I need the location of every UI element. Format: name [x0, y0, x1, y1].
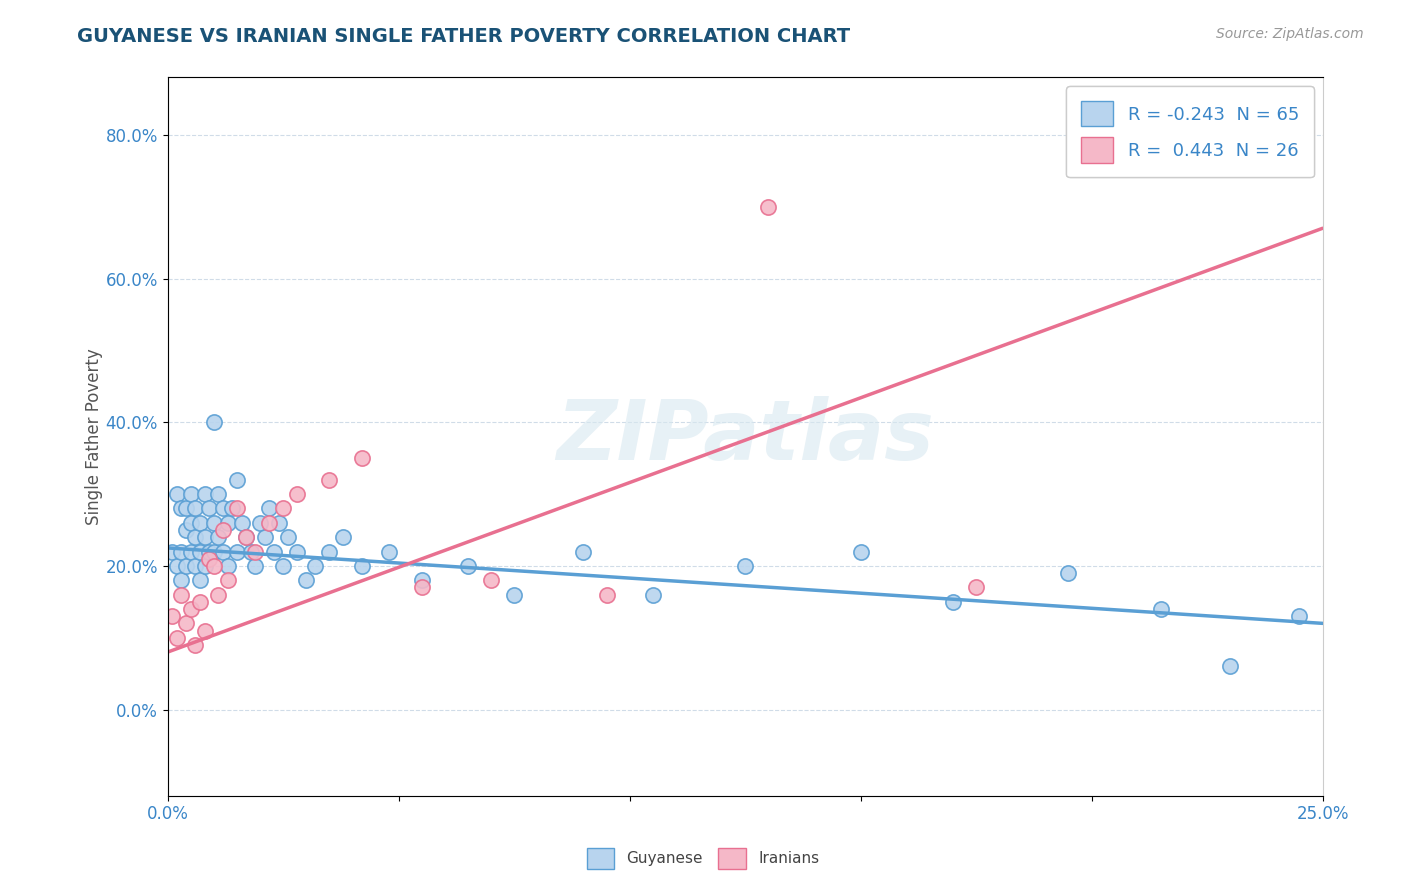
Point	[411, 574, 433, 588]
Point	[849, 544, 872, 558]
Point	[180, 487, 202, 501]
Point	[253, 530, 276, 544]
Point	[174, 616, 197, 631]
Point	[212, 544, 235, 558]
Legend: Guyanese, Iranians: Guyanese, Iranians	[581, 841, 825, 875]
Point	[174, 523, 197, 537]
Point	[180, 602, 202, 616]
Point	[194, 530, 217, 544]
Point	[180, 544, 202, 558]
Point	[198, 501, 221, 516]
Point	[572, 544, 595, 558]
Point	[350, 558, 373, 573]
Point	[259, 501, 281, 516]
Point	[249, 516, 271, 530]
Point	[184, 501, 207, 516]
Point	[221, 501, 243, 516]
Point	[202, 516, 225, 530]
Point	[170, 544, 193, 558]
Point	[217, 574, 239, 588]
Point	[1288, 609, 1310, 624]
Point	[942, 595, 965, 609]
Point	[166, 487, 188, 501]
Point	[245, 544, 267, 558]
Point	[411, 581, 433, 595]
Point	[166, 631, 188, 645]
Point	[259, 516, 281, 530]
Point	[378, 544, 401, 558]
Point	[734, 558, 756, 573]
Point	[756, 200, 779, 214]
Point	[162, 544, 184, 558]
Point	[226, 501, 249, 516]
Text: GUYANESE VS IRANIAN SINGLE FATHER POVERTY CORRELATION CHART: GUYANESE VS IRANIAN SINGLE FATHER POVERT…	[77, 27, 851, 45]
Point	[226, 544, 249, 558]
Point	[212, 501, 235, 516]
Point	[239, 544, 262, 558]
Legend: R = -0.243  N = 65, R =  0.443  N = 26: R = -0.243 N = 65, R = 0.443 N = 26	[1066, 87, 1313, 178]
Point	[226, 473, 249, 487]
Point	[198, 544, 221, 558]
Point	[184, 558, 207, 573]
Point	[267, 516, 290, 530]
Point	[184, 638, 207, 652]
Point	[318, 473, 340, 487]
Point	[180, 516, 202, 530]
Point	[271, 501, 294, 516]
Point	[170, 588, 193, 602]
Point	[965, 581, 987, 595]
Point	[350, 451, 373, 466]
Point	[318, 544, 340, 558]
Point	[188, 574, 211, 588]
Point	[170, 501, 193, 516]
Point	[479, 574, 502, 588]
Point	[641, 588, 664, 602]
Point	[188, 595, 211, 609]
Point	[217, 516, 239, 530]
Point	[166, 558, 188, 573]
Point	[285, 487, 308, 501]
Point	[1150, 602, 1173, 616]
Point	[457, 558, 479, 573]
Text: ZIPatlas: ZIPatlas	[557, 396, 934, 477]
Point	[174, 501, 197, 516]
Point	[174, 558, 197, 573]
Point	[1219, 659, 1241, 673]
Point	[188, 544, 211, 558]
Point	[595, 588, 617, 602]
Y-axis label: Single Father Poverty: Single Father Poverty	[86, 348, 103, 525]
Point	[277, 530, 299, 544]
Point	[194, 487, 217, 501]
Point	[271, 558, 294, 573]
Text: Source: ZipAtlas.com: Source: ZipAtlas.com	[1216, 27, 1364, 41]
Point	[285, 544, 308, 558]
Point	[263, 544, 285, 558]
Point	[170, 574, 193, 588]
Point	[194, 624, 217, 638]
Point	[188, 516, 211, 530]
Point	[304, 558, 326, 573]
Point	[202, 544, 225, 558]
Point	[235, 530, 257, 544]
Point	[235, 530, 257, 544]
Point	[1057, 566, 1080, 580]
Point	[503, 588, 526, 602]
Point	[207, 588, 229, 602]
Point	[217, 558, 239, 573]
Point	[207, 487, 229, 501]
Point	[198, 551, 221, 566]
Point	[202, 415, 225, 429]
Point	[231, 516, 253, 530]
Point	[184, 530, 207, 544]
Point	[207, 530, 229, 544]
Point	[245, 558, 267, 573]
Point	[202, 558, 225, 573]
Point	[212, 523, 235, 537]
Point	[162, 609, 184, 624]
Point	[295, 574, 318, 588]
Point	[332, 530, 354, 544]
Point	[194, 558, 217, 573]
